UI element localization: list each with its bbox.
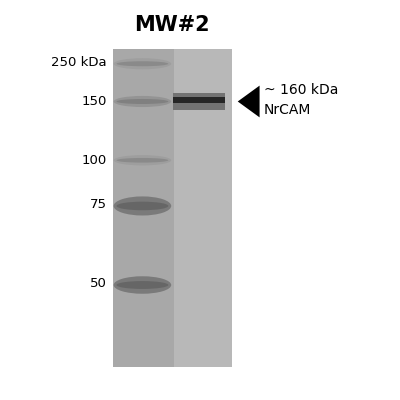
Ellipse shape bbox=[116, 99, 168, 104]
Ellipse shape bbox=[114, 276, 171, 294]
Ellipse shape bbox=[116, 281, 168, 289]
Ellipse shape bbox=[114, 196, 171, 216]
Bar bbox=[173, 97, 225, 103]
Bar bbox=[173, 93, 225, 110]
Bar bbox=[113, 49, 174, 367]
Text: 250 kDa: 250 kDa bbox=[51, 56, 107, 70]
Ellipse shape bbox=[114, 58, 171, 69]
Text: 75: 75 bbox=[90, 198, 107, 211]
Text: 100: 100 bbox=[82, 154, 107, 167]
Polygon shape bbox=[238, 86, 260, 117]
Bar bbox=[174, 49, 232, 367]
Text: ~ 160 kDa: ~ 160 kDa bbox=[264, 83, 338, 97]
Text: NrCAM: NrCAM bbox=[264, 103, 311, 117]
Text: 150: 150 bbox=[81, 95, 107, 108]
Ellipse shape bbox=[116, 202, 168, 210]
Ellipse shape bbox=[114, 155, 171, 166]
Ellipse shape bbox=[114, 96, 171, 107]
Text: 50: 50 bbox=[90, 277, 107, 290]
Ellipse shape bbox=[116, 61, 168, 66]
Ellipse shape bbox=[116, 158, 168, 163]
Text: MW#2: MW#2 bbox=[134, 15, 210, 35]
